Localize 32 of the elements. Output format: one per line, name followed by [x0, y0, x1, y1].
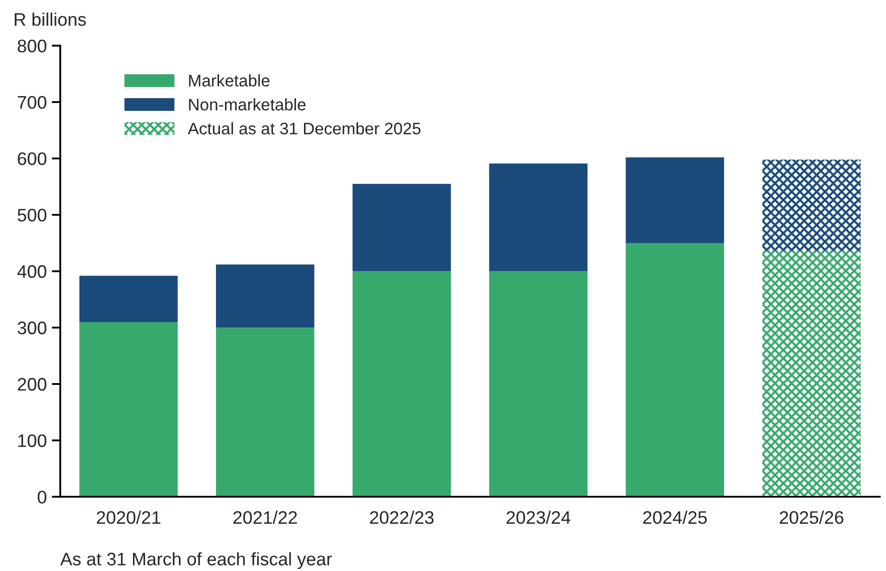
bar	[762, 160, 861, 251]
bar	[626, 157, 724, 244]
x-tick-label: 2020/21	[96, 510, 160, 524]
y-tick-label: 200	[18, 378, 46, 391]
bar	[489, 271, 588, 497]
y-tick-label: 300	[18, 322, 46, 334]
bar	[79, 276, 178, 322]
y-tick-label: 500	[18, 208, 46, 222]
bar	[626, 243, 724, 497]
x-tick-label: 2021/22	[233, 510, 297, 524]
x-tick-label: 2022/23	[370, 510, 434, 524]
bar	[216, 264, 314, 328]
bar	[352, 184, 451, 272]
text: As at 31 March of each fiscal year	[60, 552, 332, 570]
y-tick-label: 400	[17, 265, 46, 278]
bar	[762, 250, 861, 497]
bar	[216, 328, 314, 497]
bar	[352, 271, 451, 497]
y-tick-label: 100	[18, 434, 46, 448]
bar	[79, 322, 178, 497]
y-tick-label: 800	[18, 40, 46, 52]
x-tick-label: 2023/24	[506, 510, 570, 524]
y-tick-label: 700	[18, 96, 46, 109]
y-tick-label: 600	[18, 152, 46, 166]
x-tick-label: 2025/26	[780, 510, 844, 524]
legend-label: Marketable	[189, 74, 270, 87]
y-axis-title: R billions	[14, 12, 86, 26]
legend-label: Non-marketable	[189, 98, 306, 110]
y-tick-label: 0	[38, 490, 46, 504]
legend-label: Actual as at 31 December 2025	[188, 122, 421, 134]
bar	[489, 164, 588, 272]
x-tick-label: 2024/25	[643, 510, 707, 524]
